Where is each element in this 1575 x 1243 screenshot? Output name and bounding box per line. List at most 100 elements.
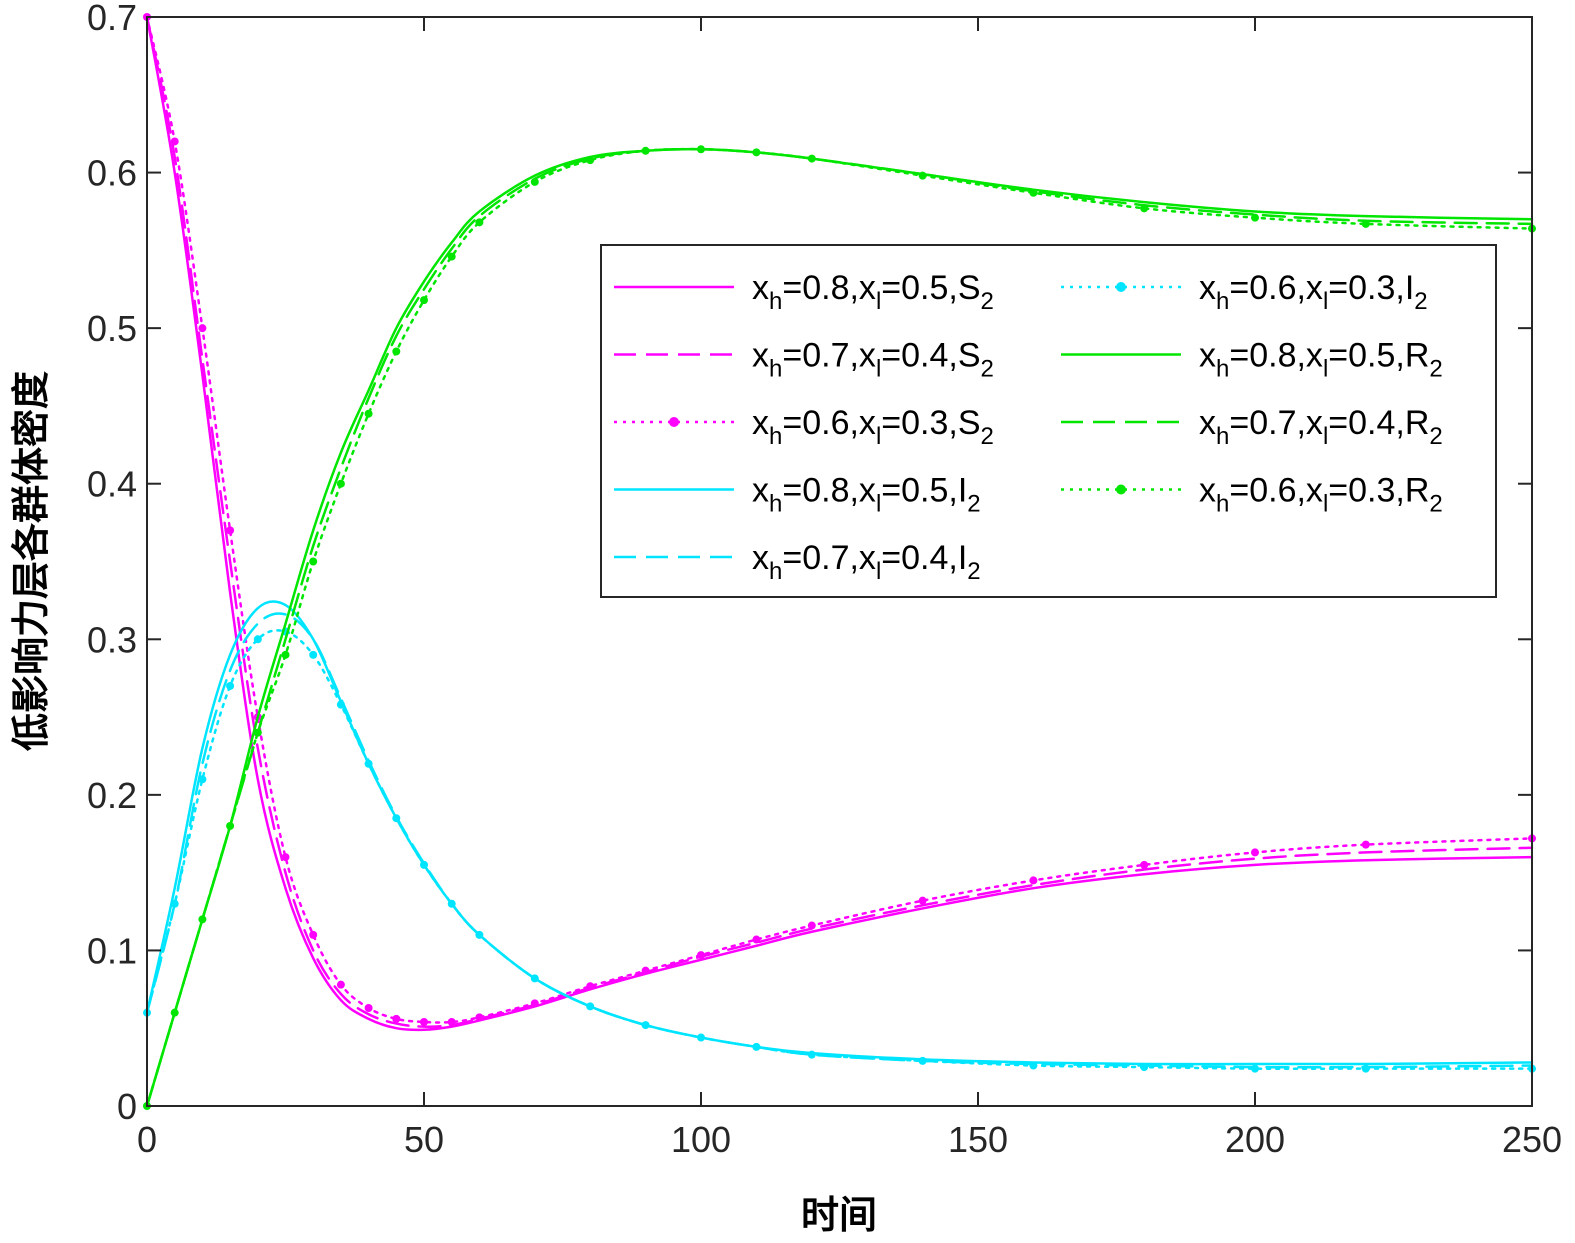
series-line [145, 612, 1534, 1069]
series-line [145, 147, 1534, 1108]
series-point [475, 1013, 484, 1022]
series-point [918, 896, 927, 905]
series-point [447, 1017, 456, 1026]
series-point [420, 860, 428, 869]
legend-item: xh=0.6,xl=0.3,S2 [614, 404, 994, 450]
legend-marker [1116, 484, 1126, 495]
series-point [475, 218, 484, 227]
y-tick-label: 0.1 [87, 930, 137, 971]
series-point [641, 966, 650, 975]
legend-box [600, 244, 1497, 598]
x-tick-label: 100 [671, 1119, 731, 1160]
y-tick-label: 0.6 [87, 153, 137, 194]
legend-label: xh=0.8,xl=0.5,S2 [752, 269, 994, 315]
legend-item: xh=0.8,xl=0.5,I2 [614, 472, 981, 518]
series-line [145, 15, 1534, 1032]
series-point [1251, 213, 1259, 222]
legend-label: xh=0.6,xl=0.3,S2 [752, 404, 994, 450]
series-point [226, 821, 235, 830]
x-tick-label: 200 [1225, 1119, 1285, 1160]
series-point [1029, 876, 1038, 885]
series-point [392, 814, 401, 823]
series-point [392, 347, 401, 356]
series-point [392, 1014, 401, 1023]
series-point [752, 1042, 761, 1051]
series-point [752, 148, 761, 157]
series-point [1029, 1061, 1038, 1070]
series-point [198, 324, 207, 333]
series-point [1140, 860, 1149, 869]
legend-item: xh=0.6,xl=0.3,R2 [1061, 472, 1443, 518]
series-point [586, 982, 595, 991]
x-tick-label: 150 [948, 1119, 1008, 1160]
series-point [253, 635, 262, 644]
series-point [807, 921, 816, 930]
series-point [641, 1021, 650, 1030]
series-point [281, 650, 290, 659]
series-point [475, 930, 484, 939]
legend-item: xh=0.6,xl=0.3,I2 [1061, 269, 1428, 315]
series-1 [145, 15, 1534, 1032]
legend-item: xh=0.8,xl=0.5,S2 [614, 269, 994, 315]
x-tick-label: 250 [1502, 1119, 1562, 1160]
series-point [697, 145, 705, 154]
series-point [198, 915, 207, 924]
series-point [170, 137, 179, 146]
series-line [145, 147, 1534, 1108]
legend-label: xh=0.6,xl=0.3,R2 [1199, 472, 1443, 518]
series-point [1361, 840, 1370, 849]
legend: xh=0.8,xl=0.5,S2 xh=0.7,xl=0.4,S2 xh=0.6,x… [600, 244, 1497, 598]
series-5 [145, 612, 1534, 1069]
legend-marker [1116, 282, 1126, 292]
series-point [1361, 1064, 1370, 1073]
series-2 [145, 15, 1534, 1028]
series-point [226, 526, 235, 535]
legend-label: xh=0.8,xl=0.5,I2 [752, 472, 981, 518]
y-tick-label: 0.2 [87, 775, 137, 816]
ticks-layer: 0 50 100 150 200 250 0 0.1 0.2 0.3 0.4 0.5 0.6 0.7 [87, 0, 1562, 1160]
legend-label: xh=0.6,xl=0.3,I2 [1199, 269, 1428, 315]
series-point [253, 728, 262, 737]
series-point [586, 156, 595, 165]
series-point [420, 1017, 428, 1026]
legend-label: xh=0.7,xl=0.4,S2 [752, 337, 994, 383]
x-tick-label: 50 [404, 1119, 444, 1160]
series-point [364, 759, 373, 768]
series-point [170, 1008, 179, 1017]
series-point [1251, 1064, 1259, 1073]
series-point [364, 409, 373, 418]
y-tick-label: 0.4 [87, 464, 137, 505]
series-point [309, 650, 318, 659]
y-tick-label: 0.3 [87, 619, 137, 660]
series-9 [143, 145, 1536, 1110]
legend-item: xh=0.7,xl=0.4,S2 [614, 337, 994, 383]
series-point [918, 171, 927, 180]
series-point [447, 899, 456, 908]
series-point [226, 681, 235, 690]
y-tick-label: 0.7 [87, 0, 137, 38]
series-point [1140, 204, 1149, 213]
legend-item: xh=0.7,xl=0.4,I2 [614, 539, 981, 585]
legend-label: xh=0.8,xl=0.5,R2 [1199, 337, 1443, 383]
x-tick-label: 0 [137, 1119, 157, 1160]
series-point [1361, 219, 1370, 228]
series-point [807, 1050, 816, 1059]
legend-item: xh=0.8,xl=0.5,R2 [1061, 337, 1443, 383]
series-point [281, 853, 290, 862]
series-line [145, 629, 1534, 1071]
series-point [1029, 188, 1038, 197]
series-line [145, 147, 1534, 1108]
series-point [530, 177, 539, 186]
y-tick-label: 0 [117, 1086, 137, 1127]
series-layer [143, 13, 1536, 1110]
series-7 [145, 147, 1534, 1108]
legend-marker [669, 417, 679, 427]
series-point [697, 951, 705, 960]
series-point [336, 700, 345, 709]
y-axis-label: 低影响力层各群体密度 [8, 371, 53, 751]
series-point [530, 974, 539, 983]
series-point [170, 899, 179, 908]
series-3 [143, 13, 1536, 1026]
legend-label: xh=0.7,xl=0.4,R2 [1199, 404, 1443, 450]
